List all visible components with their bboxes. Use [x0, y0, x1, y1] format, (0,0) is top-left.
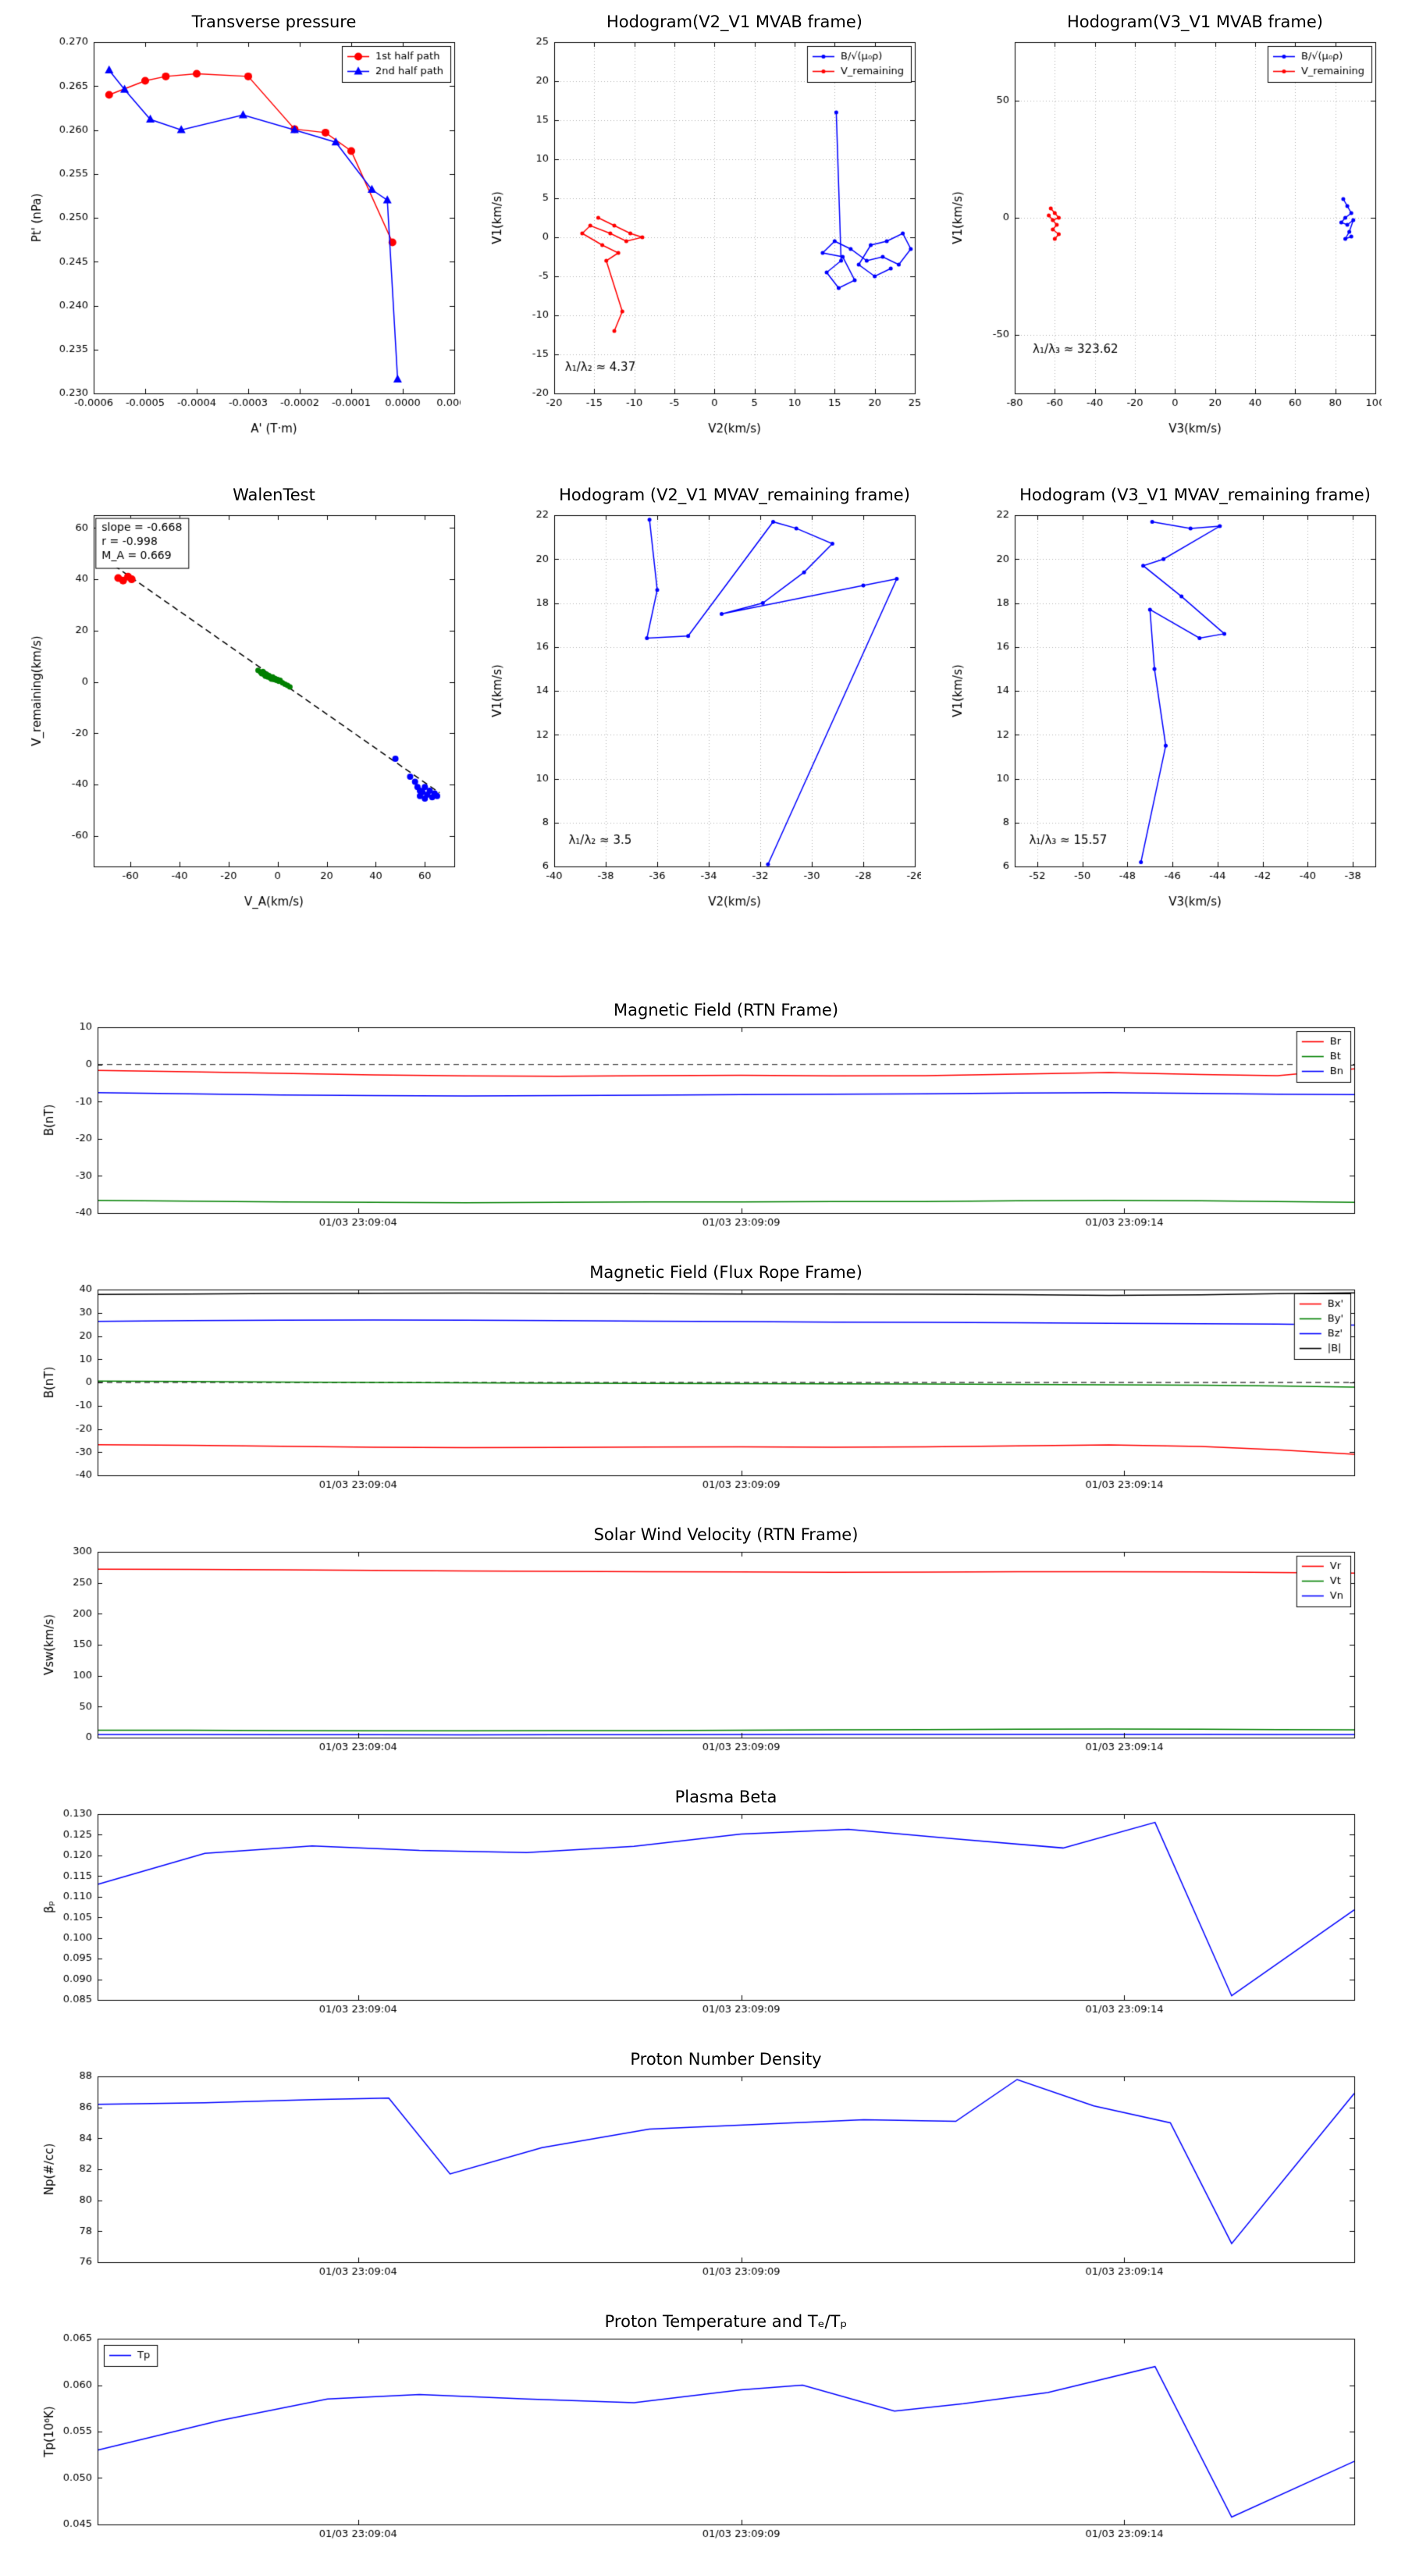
chart-hodogram-v2v1-mvav: Hodogram (V2_V1 MVAV_remaining frame)	[484, 484, 921, 912]
chart-title-proton-temperature: Proton Temperature and Tₑ/Tₚ	[604, 2312, 848, 2331]
chart-hodogram-v3v1-mvav: Hodogram (V3_V1 MVAV_remaining frame)	[944, 484, 1382, 912]
chart-title-proton-number-density: Proton Number Density	[630, 2050, 822, 2069]
walen-test-plot	[23, 506, 461, 912]
chart-title-solar-wind-velocity: Solar Wind Velocity (RTN Frame)	[593, 1525, 859, 1544]
chart-title-hodogram-v2v1-mvav: Hodogram (V2_V1 MVAV_remaining frame)	[559, 486, 910, 504]
magnetic-field-rtn-plot	[39, 1021, 1366, 1249]
chart-title-magnetic-field-flux-rope: Magnetic Field (Flux Rope Frame)	[589, 1263, 863, 1282]
hodogram-v3v1-mvav-plot	[944, 506, 1382, 912]
chart-proton-temperature: Proton Temperature and Tₑ/Tₚ	[39, 2311, 1366, 2560]
chart-hodogram-v2v1-mvab: Hodogram(V2_V1 MVAB frame)	[484, 11, 921, 439]
chart-title-hodogram-v2v1-mvab: Hodogram(V2_V1 MVAB frame)	[606, 12, 863, 31]
chart-plasma-beta: Plasma Beta	[39, 1786, 1366, 2036]
top-chart-row: Transverse pressure Hodogram(V2_V1 MVAB …	[0, 11, 1405, 439]
chart-title-magnetic-field-rtn: Magnetic Field (RTN Frame)	[613, 1001, 839, 1019]
proton-temperature-plot	[39, 2332, 1366, 2560]
timeseries-stack: Magnetic Field (RTN Frame) Magnetic Fiel…	[0, 999, 1405, 2560]
chart-title-hodogram-v3v1-mvav: Hodogram (V3_V1 MVAV_remaining frame)	[1019, 486, 1371, 504]
chart-title-transverse-pressure: Transverse pressure	[191, 12, 357, 31]
chart-walen-test: WalenTest	[23, 484, 461, 912]
hodogram-v3v1-mvab-plot	[944, 33, 1382, 439]
second-chart-row: WalenTest Hodogram (V2_V1 MVAV_remaining…	[0, 484, 1405, 912]
solar-wind-velocity-plot	[39, 1546, 1366, 1774]
transverse-pressure-plot	[23, 33, 461, 439]
chart-proton-number-density: Proton Number Density	[39, 2048, 1366, 2298]
hodogram-v2v1-mvav-plot	[484, 506, 921, 912]
chart-magnetic-field-rtn: Magnetic Field (RTN Frame)	[39, 999, 1366, 1249]
chart-title-walen-test: WalenTest	[233, 486, 315, 504]
hodogram-v2v1-mvab-plot	[484, 33, 921, 439]
chart-title-hodogram-v3v1-mvab: Hodogram(V3_V1 MVAB frame)	[1067, 12, 1323, 31]
chart-title-plasma-beta: Plasma Beta	[674, 1788, 777, 1806]
chart-hodogram-v3v1-mvab: Hodogram(V3_V1 MVAB frame)	[944, 11, 1382, 439]
chart-transverse-pressure: Transverse pressure	[23, 11, 461, 439]
chart-solar-wind-velocity: Solar Wind Velocity (RTN Frame)	[39, 1524, 1366, 1774]
proton-number-density-plot	[39, 2070, 1366, 2298]
magnetic-field-flux-rope-plot	[39, 1283, 1366, 1511]
chart-magnetic-field-flux-rope: Magnetic Field (Flux Rope Frame)	[39, 1261, 1366, 1511]
plasma-beta-plot	[39, 1808, 1366, 2036]
